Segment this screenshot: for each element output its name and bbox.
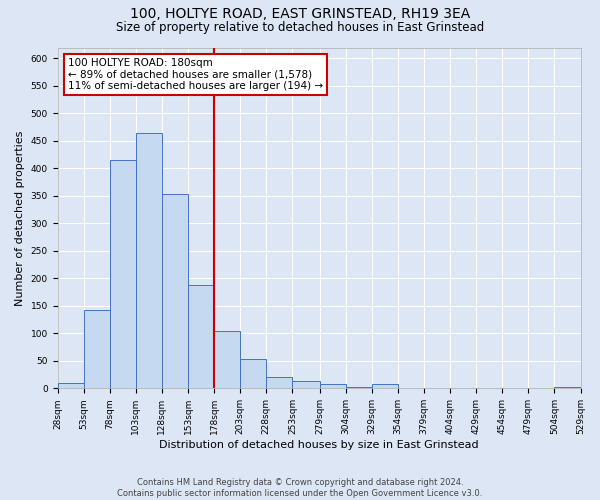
Bar: [266, 378, 292, 388]
Bar: [83, 310, 110, 388]
Bar: [554, 387, 581, 388]
Bar: [240, 359, 266, 388]
Bar: [162, 194, 188, 388]
Text: Contains HM Land Registry data © Crown copyright and database right 2024.
Contai: Contains HM Land Registry data © Crown c…: [118, 478, 482, 498]
Bar: [320, 384, 346, 388]
Text: 100, HOLTYE ROAD, EAST GRINSTEAD, RH19 3EA: 100, HOLTYE ROAD, EAST GRINSTEAD, RH19 3…: [130, 8, 470, 22]
Bar: [188, 285, 214, 389]
Bar: [292, 380, 320, 388]
Text: 100 HOLTYE ROAD: 180sqm
← 89% of detached houses are smaller (1,578)
11% of semi: 100 HOLTYE ROAD: 180sqm ← 89% of detache…: [68, 58, 323, 91]
Bar: [110, 160, 136, 388]
Bar: [214, 331, 240, 388]
Text: Size of property relative to detached houses in East Grinstead: Size of property relative to detached ho…: [116, 21, 484, 34]
Bar: [372, 384, 398, 388]
X-axis label: Distribution of detached houses by size in East Grinstead: Distribution of detached houses by size …: [159, 440, 479, 450]
Bar: [346, 386, 372, 388]
Bar: [58, 383, 83, 388]
Bar: [136, 132, 162, 388]
Y-axis label: Number of detached properties: Number of detached properties: [15, 130, 25, 306]
